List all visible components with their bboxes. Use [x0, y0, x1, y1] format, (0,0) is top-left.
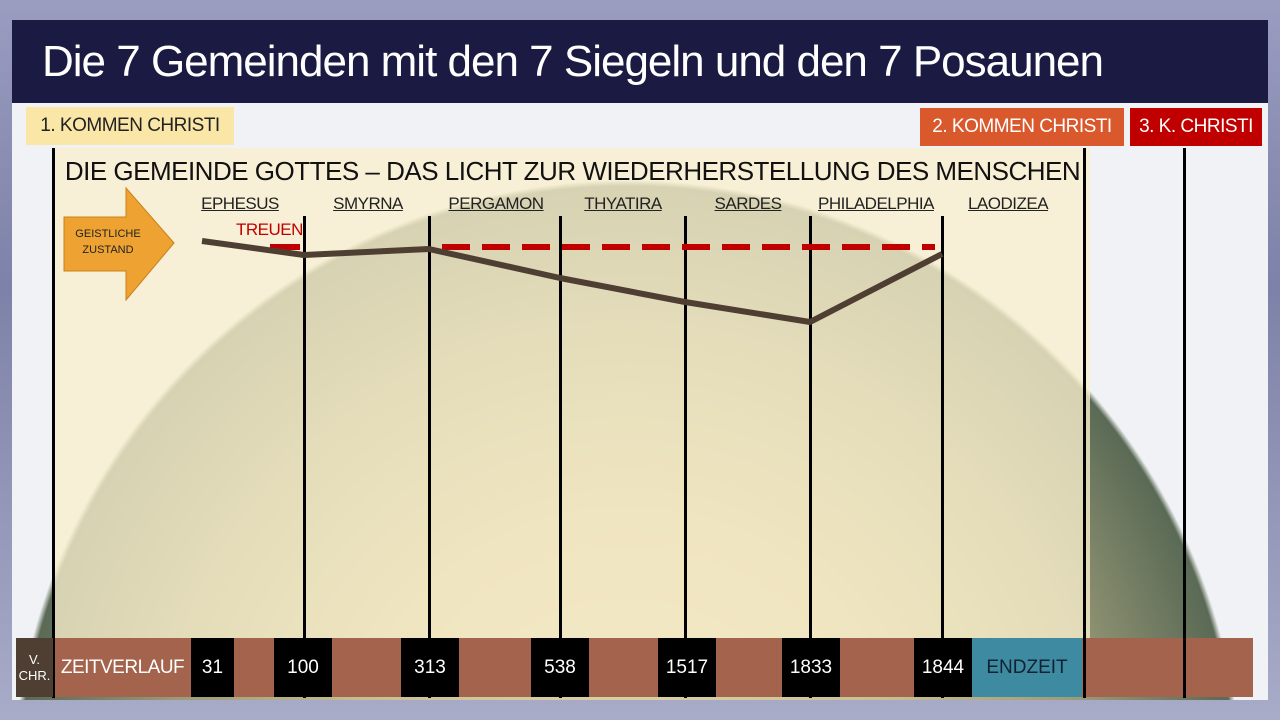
- divider: [809, 216, 812, 698]
- year-31: 31: [191, 638, 234, 697]
- year-1844: 1844: [914, 638, 972, 697]
- first-coming-tag: 1. KOMMEN CHRISTI: [26, 107, 234, 145]
- year-1517: 1517: [658, 638, 716, 697]
- divider: [1183, 638, 1186, 697]
- third-coming-tag: 3. K. CHRISTI: [1130, 108, 1262, 146]
- church-philadelphia: PHILADELPHIA: [818, 194, 934, 213]
- slide: Die 7 Gemeinden mit den 7 Siegeln und de…: [12, 20, 1268, 700]
- church-pergamon: PERGAMON: [448, 194, 544, 213]
- church-sardes: SARDES: [714, 194, 782, 213]
- church-thyatira: THYATIRA: [584, 194, 662, 213]
- slide-title: Die 7 Gemeinden mit den 7 Siegeln und de…: [12, 20, 1268, 103]
- year-538: 538: [531, 638, 589, 697]
- divider: [941, 216, 944, 698]
- timeline-label: ZEITVERLAUF: [60, 656, 185, 678]
- divider: [428, 216, 431, 698]
- divider: [52, 148, 55, 698]
- second-coming-tag: 2. KOMMEN CHRISTI: [920, 108, 1124, 146]
- spiritual-state-line: [201, 238, 944, 325]
- divider: [303, 216, 306, 698]
- year-1833: 1833: [782, 638, 840, 697]
- church-smyrna: SMYRNA: [333, 194, 403, 213]
- church-laodizea: LAODIZEA: [967, 194, 1049, 213]
- endzeit-cell: ENDZEIT: [972, 638, 1082, 697]
- divider: [1083, 638, 1086, 697]
- bc-cell: V. CHR.: [16, 638, 53, 697]
- divider-lines: [52, 148, 1186, 698]
- diagram-panel: [55, 148, 1090, 638]
- church-ephesus: EPHESUS: [201, 194, 279, 213]
- arrow-label: GEISTLICHE ZUSTAND: [75, 228, 141, 256]
- arrow-icon: [63, 186, 175, 302]
- divider: [684, 216, 687, 698]
- diagram-heading: DIE GEMEINDE GOTTES – DAS LICHT ZUR WIED…: [64, 156, 1081, 186]
- treuen-label: TREUEN: [236, 220, 303, 239]
- year-313: 313: [401, 638, 459, 697]
- diagram-lines: [52, 148, 1186, 698]
- divider: [559, 216, 562, 698]
- divider: [1083, 148, 1086, 698]
- divider: [1183, 148, 1186, 698]
- year-100: 100: [274, 638, 332, 697]
